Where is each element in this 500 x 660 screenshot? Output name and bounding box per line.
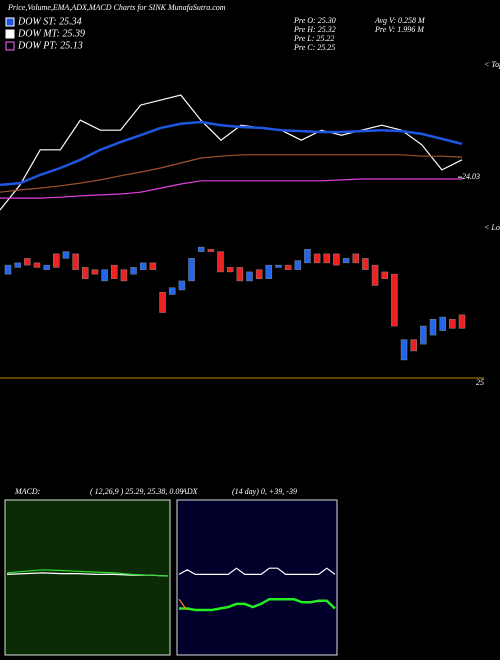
candle-body [188,258,195,282]
legend-label: DOW MT: 25.39 [17,28,85,39]
series-line [0,120,463,187]
panel-title: ADX [181,487,199,496]
quote-text: Avg V: 0.258 M [374,16,426,25]
candle-body [458,314,466,329]
candle-body [400,339,408,361]
series-line [178,598,188,611]
candle-body [449,319,456,329]
candle-body [130,267,137,275]
candle-body [304,249,311,264]
candle-body [139,262,147,270]
legend-label: DOW ST: 25.34 [17,16,82,27]
panel-background [176,499,338,656]
quote-text: Pre C: 25.25 [293,43,335,52]
candle-body [410,339,417,352]
candle-body [236,267,244,282]
candle-body [255,269,263,279]
candle-body [371,264,379,286]
candle-body [111,264,118,279]
panel-title: MACD: [14,487,41,496]
candle-body [82,267,89,279]
candle-body [101,269,108,282]
candle-body [197,246,205,252]
quote-text: Pre L: 25.22 [293,34,334,43]
candle-body [91,269,99,275]
candle-body [275,264,282,268]
candle-body [313,253,321,264]
series-line [0,154,463,193]
candle-body [352,253,359,264]
panel-note: < Lows [484,223,500,232]
candle-body [246,271,253,282]
y-tick-label: 25 [476,378,484,387]
candle-body [207,249,215,252]
candle-body [72,253,79,270]
candle-body [43,264,50,270]
legend-label: DOW PT: 25.13 [17,40,83,51]
candle-body [342,258,350,264]
y-tick-label: 24.03 [462,172,480,181]
candle-body [178,280,186,291]
quote-text: Pre O: 25.30 [293,16,336,25]
candle-body [168,287,176,295]
candle-body [284,264,292,270]
candle-body [294,260,302,270]
candle-body [420,325,427,345]
series-line [178,567,336,575]
series-line [6,569,169,577]
candle-body [439,316,446,331]
legend-swatch [5,41,15,51]
candle-body [120,269,128,282]
candle-body [381,271,388,279]
candle-body [265,264,273,279]
candle-body [391,273,398,327]
panel-background [4,499,171,656]
candle-body [14,262,21,268]
series-line [0,94,463,211]
quote-text: Pre V: 1.996 M [374,25,425,34]
quote-text: Pre H: 25.32 [293,25,336,34]
candle-body [4,264,12,275]
series-line [0,178,462,199]
legend-swatch [5,29,15,39]
legend-swatch [5,17,15,27]
candle-body [217,251,224,273]
page-title: Price,Volume,EMA,ADX,MACD Charts for SIN… [7,3,226,12]
candle-body [323,253,331,264]
candle-body [53,253,60,268]
panel-subtitle: (14 day) 0, +39, -39 [232,487,297,496]
series-line [179,597,336,612]
candle-body [333,253,340,266]
candle-body [149,262,157,270]
candle-body [226,267,234,273]
candle-body [429,319,437,336]
candle-body [62,251,70,259]
panel-subtitle: ( 12,26,9 ) 25.29, 25.38, 0.09 [90,487,183,496]
candle-body [33,262,41,268]
candle-body [24,258,31,266]
candle-body [362,258,369,270]
panel-note: < Tops [484,60,500,69]
candle-body [159,291,166,313]
